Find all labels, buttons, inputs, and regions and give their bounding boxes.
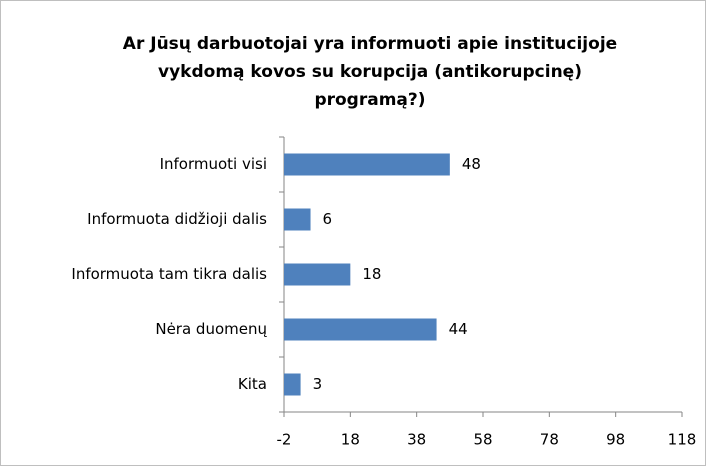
bar — [284, 318, 437, 341]
y-tick-label: Informuota didžioji dalis — [87, 210, 267, 228]
title-line: programą?) — [314, 90, 425, 110]
bar — [284, 208, 311, 231]
value-label: 48 — [462, 155, 481, 173]
y-tick-label: Informuoti visi — [160, 155, 267, 173]
value-label: 18 — [362, 265, 381, 283]
y-tick-label: Kita — [238, 375, 267, 393]
bar — [284, 263, 351, 286]
x-tick-label: 38 — [407, 431, 426, 449]
y-tick-label: Nėra duomenų — [155, 320, 267, 338]
value-label: 6 — [323, 210, 333, 228]
x-tick-label: 118 — [668, 431, 697, 449]
x-tick-label: 98 — [606, 431, 625, 449]
value-label: 44 — [449, 320, 468, 338]
title-line: vykdomą kovos su korupcija (antikorupcin… — [158, 62, 582, 82]
y-tick-label: Informuota tam tikra dalis — [71, 265, 267, 283]
value-label: 3 — [313, 375, 323, 393]
x-tick-label: 58 — [473, 431, 492, 449]
x-tick-label: -2 — [277, 431, 292, 449]
bar — [284, 153, 450, 176]
title-line: Ar Jūsų darbuotojai yra informuoti apie … — [123, 34, 617, 54]
chart-title: Ar Jūsų darbuotojai yra informuoti apie … — [123, 34, 617, 110]
x-tick-label: 78 — [540, 431, 559, 449]
x-tick-label: 18 — [341, 431, 360, 449]
bar — [284, 373, 301, 396]
